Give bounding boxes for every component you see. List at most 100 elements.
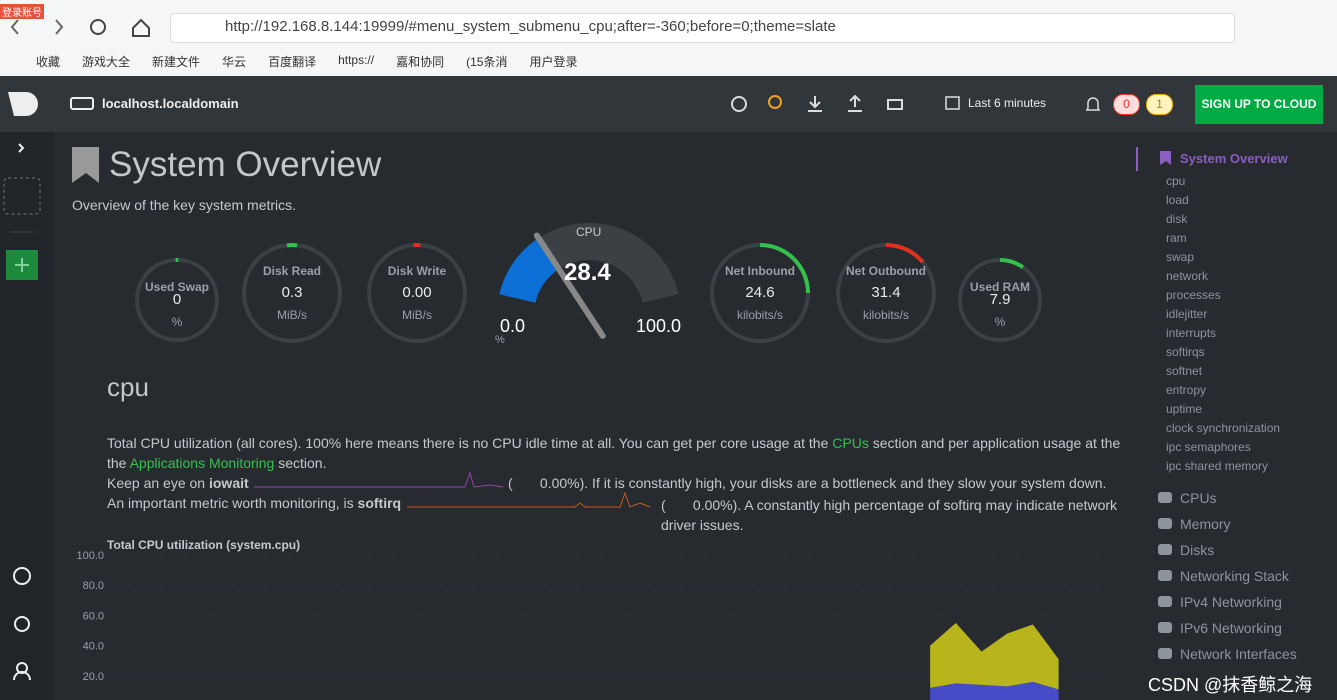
gauge-label: Used Swap xyxy=(144,280,210,294)
toolbar-icons[interactable] xyxy=(728,92,908,116)
gauge-value: 7.9 xyxy=(989,291,1011,308)
area xyxy=(930,622,1059,690)
cpu-max: 100.0 xyxy=(636,316,682,336)
text: ). A constantly high percentage of softi… xyxy=(661,497,1118,533)
text: Keep an eye on xyxy=(107,475,209,491)
bell-icon[interactable] xyxy=(1085,95,1101,113)
nav-item[interactable]: load xyxy=(1166,193,1189,207)
bookmark[interactable]: 百度翻译 xyxy=(268,55,317,69)
text: ( xyxy=(661,497,666,513)
gauge-value: 0.00 xyxy=(402,284,432,301)
nav-item[interactable]: cpu xyxy=(1166,174,1186,188)
nav-item[interactable]: interrupts xyxy=(1166,326,1217,340)
alarm-critical[interactable]: 0 xyxy=(1113,94,1140,115)
alarm-warning[interactable]: 1 xyxy=(1146,94,1173,115)
y-tick-label: 80.0 xyxy=(83,580,104,592)
bookmark[interactable]: 新建文件 xyxy=(152,55,201,69)
nav-item[interactable]: uptime xyxy=(1166,402,1203,416)
bookmarks: 收藏 游戏大全 新建文件 华云 百度翻译 https:// 嘉和协同 (15条消 用户登录 xyxy=(36,53,578,70)
cpu-value: 28.4 xyxy=(564,259,611,286)
nav-group[interactable]: CPUs xyxy=(1180,490,1217,506)
gauge-value: 0 xyxy=(172,291,182,308)
nav-item[interactable]: ipc shared memory xyxy=(1166,459,1269,473)
nav-item[interactable]: clock synchronization xyxy=(1166,421,1281,435)
nav-active[interactable]: System Overview xyxy=(1180,151,1288,166)
bookmark[interactable]: 嘉和协同 xyxy=(396,55,445,69)
url[interactable]: http://192.168.8.144:19999/#menu_system_… xyxy=(225,18,836,35)
nav-item[interactable]: processes xyxy=(1166,288,1221,302)
gauge-arc xyxy=(885,243,925,264)
nav-item[interactable]: softirqs xyxy=(1166,345,1205,359)
text: ). If it is constantly high, your disks … xyxy=(579,475,1107,491)
nav-group[interactable]: IPv6 Networking xyxy=(1180,620,1282,636)
nav-group[interactable]: Disks xyxy=(1180,542,1215,558)
nav-item[interactable]: ram xyxy=(1166,231,1187,245)
nav-group[interactable]: Networking Stack xyxy=(1180,568,1289,584)
nav-group-icon xyxy=(1158,570,1172,581)
bookmark-icon xyxy=(72,147,99,183)
para3: An important metric worth monitoring, is… xyxy=(107,495,401,511)
page-subtitle: Overview of the key system metrics. xyxy=(72,197,297,213)
bookmark[interactable]: 用户登录 xyxy=(529,55,578,69)
nav-item[interactable]: disk xyxy=(1166,212,1188,226)
nav-group-icon xyxy=(1158,622,1172,633)
link[interactable]: Applications Monitoring xyxy=(129,455,275,471)
bookmark[interactable]: https:// xyxy=(338,53,375,67)
signup-button[interactable]: SIGN UP TO CLOUD xyxy=(1195,85,1323,124)
nav-indicator xyxy=(1136,147,1138,171)
nav-group-icon xyxy=(1158,544,1172,555)
nav-item[interactable]: entropy xyxy=(1166,383,1207,397)
bookmark[interactable]: 游戏大全 xyxy=(82,55,131,69)
host-icon xyxy=(70,97,94,110)
text: An important metric worth monitoring, is xyxy=(107,495,358,511)
host[interactable]: localhost.localdomain xyxy=(102,96,239,111)
bookmark[interactable]: (15条消 xyxy=(466,55,508,69)
gauge-label: Disk Read xyxy=(262,264,322,278)
sparkline xyxy=(254,471,504,488)
text: Total CPU utilization (all cores). 100% … xyxy=(107,435,833,451)
text: section. xyxy=(274,455,327,471)
nav-group[interactable]: Network Interfaces xyxy=(1180,646,1297,662)
nav-item[interactable]: network xyxy=(1166,269,1209,283)
address-bar[interactable] xyxy=(170,13,1235,43)
y-tick-label: 40.0 xyxy=(83,641,104,653)
nav-group[interactable]: IPv4 Networking xyxy=(1180,594,1282,610)
area xyxy=(930,681,1059,700)
page-title: System Overview xyxy=(109,145,382,184)
gauge-unit: kilobits/s xyxy=(736,308,783,322)
gauge-label: Disk Write xyxy=(387,264,447,278)
nav-item[interactable]: softnet xyxy=(1166,364,1203,378)
chart-title: Total CPU utilization (system.cpu) xyxy=(107,538,301,552)
bookmark[interactable]: 华云 xyxy=(222,55,247,69)
gauge-label: Used RAM xyxy=(969,280,1030,294)
calendar-icon xyxy=(945,96,960,110)
value: 0.00% xyxy=(539,475,580,491)
sidebar-icons[interactable] xyxy=(0,132,54,700)
sparkline xyxy=(407,491,651,508)
time-range[interactable]: Last 6 minutes xyxy=(968,96,1047,110)
text: section and per application usage at the xyxy=(868,435,1121,451)
gauge-value: 24.6 xyxy=(745,284,775,301)
gauge-unit: % xyxy=(994,315,1006,329)
nav-group[interactable]: Memory xyxy=(1180,516,1231,532)
para3-tail: ( 0.00%). A constantly high percentage o… xyxy=(661,495,1131,535)
nav-buttons[interactable] xyxy=(0,12,170,42)
bookmark[interactable]: 收藏 xyxy=(36,55,61,69)
y-tick-label: 100.0 xyxy=(76,550,104,562)
bold: softirq xyxy=(357,495,402,511)
nav-item[interactable]: swap xyxy=(1166,250,1195,264)
nav-group-icon xyxy=(1158,492,1172,503)
gauge-needle xyxy=(533,232,606,339)
watermark: CSDN @抹香鲸之海 xyxy=(1148,675,1313,695)
gauge-value: 31.4 xyxy=(871,284,901,301)
para1-cont: the Applications Monitoring section. xyxy=(107,455,327,471)
badge: 登录账号 xyxy=(0,4,44,19)
gauge-unit: % xyxy=(171,315,183,329)
nav-item[interactable]: ipc semaphores xyxy=(1166,440,1251,454)
nav-item[interactable]: idlejitter xyxy=(1166,307,1208,321)
logo xyxy=(8,92,38,116)
link[interactable]: CPUs xyxy=(832,435,869,451)
para2: Keep an eye on iowait xyxy=(107,475,249,491)
